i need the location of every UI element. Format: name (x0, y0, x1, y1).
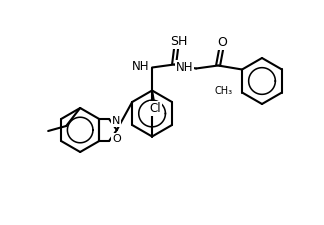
Text: Cl: Cl (149, 102, 161, 115)
Text: N: N (112, 116, 121, 126)
Text: CH₃: CH₃ (215, 86, 233, 97)
Text: NH: NH (176, 61, 193, 74)
Text: O: O (217, 36, 227, 49)
Text: SH: SH (170, 35, 188, 48)
Text: NH: NH (132, 60, 149, 73)
Text: O: O (112, 134, 121, 144)
